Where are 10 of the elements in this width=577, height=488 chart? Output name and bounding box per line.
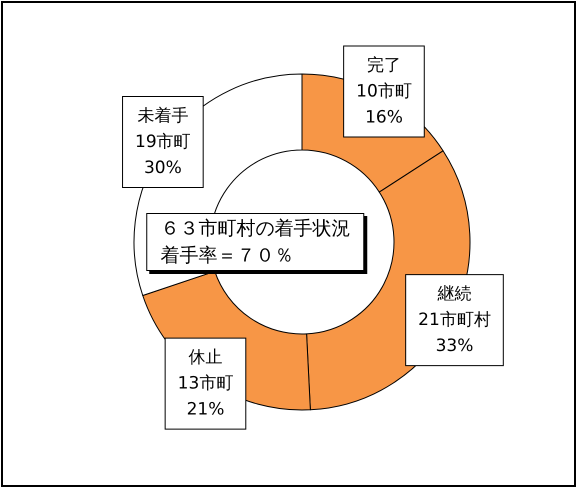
slice-label: 完了	[366, 56, 401, 76]
text: 着手率＝７０％	[160, 244, 294, 266]
data-label: 21市町村 33%	[418, 310, 491, 356]
text: ６３市町村の着手状況	[160, 218, 350, 240]
slice-label: 継続	[436, 284, 472, 304]
slice-label: 休止	[188, 348, 222, 368]
data-label: 10市町 16%	[356, 82, 412, 128]
data-label: 13市町 21%	[178, 374, 234, 420]
slice-label: 未着手	[137, 106, 188, 126]
data-label: 19市町 30%	[135, 132, 191, 178]
